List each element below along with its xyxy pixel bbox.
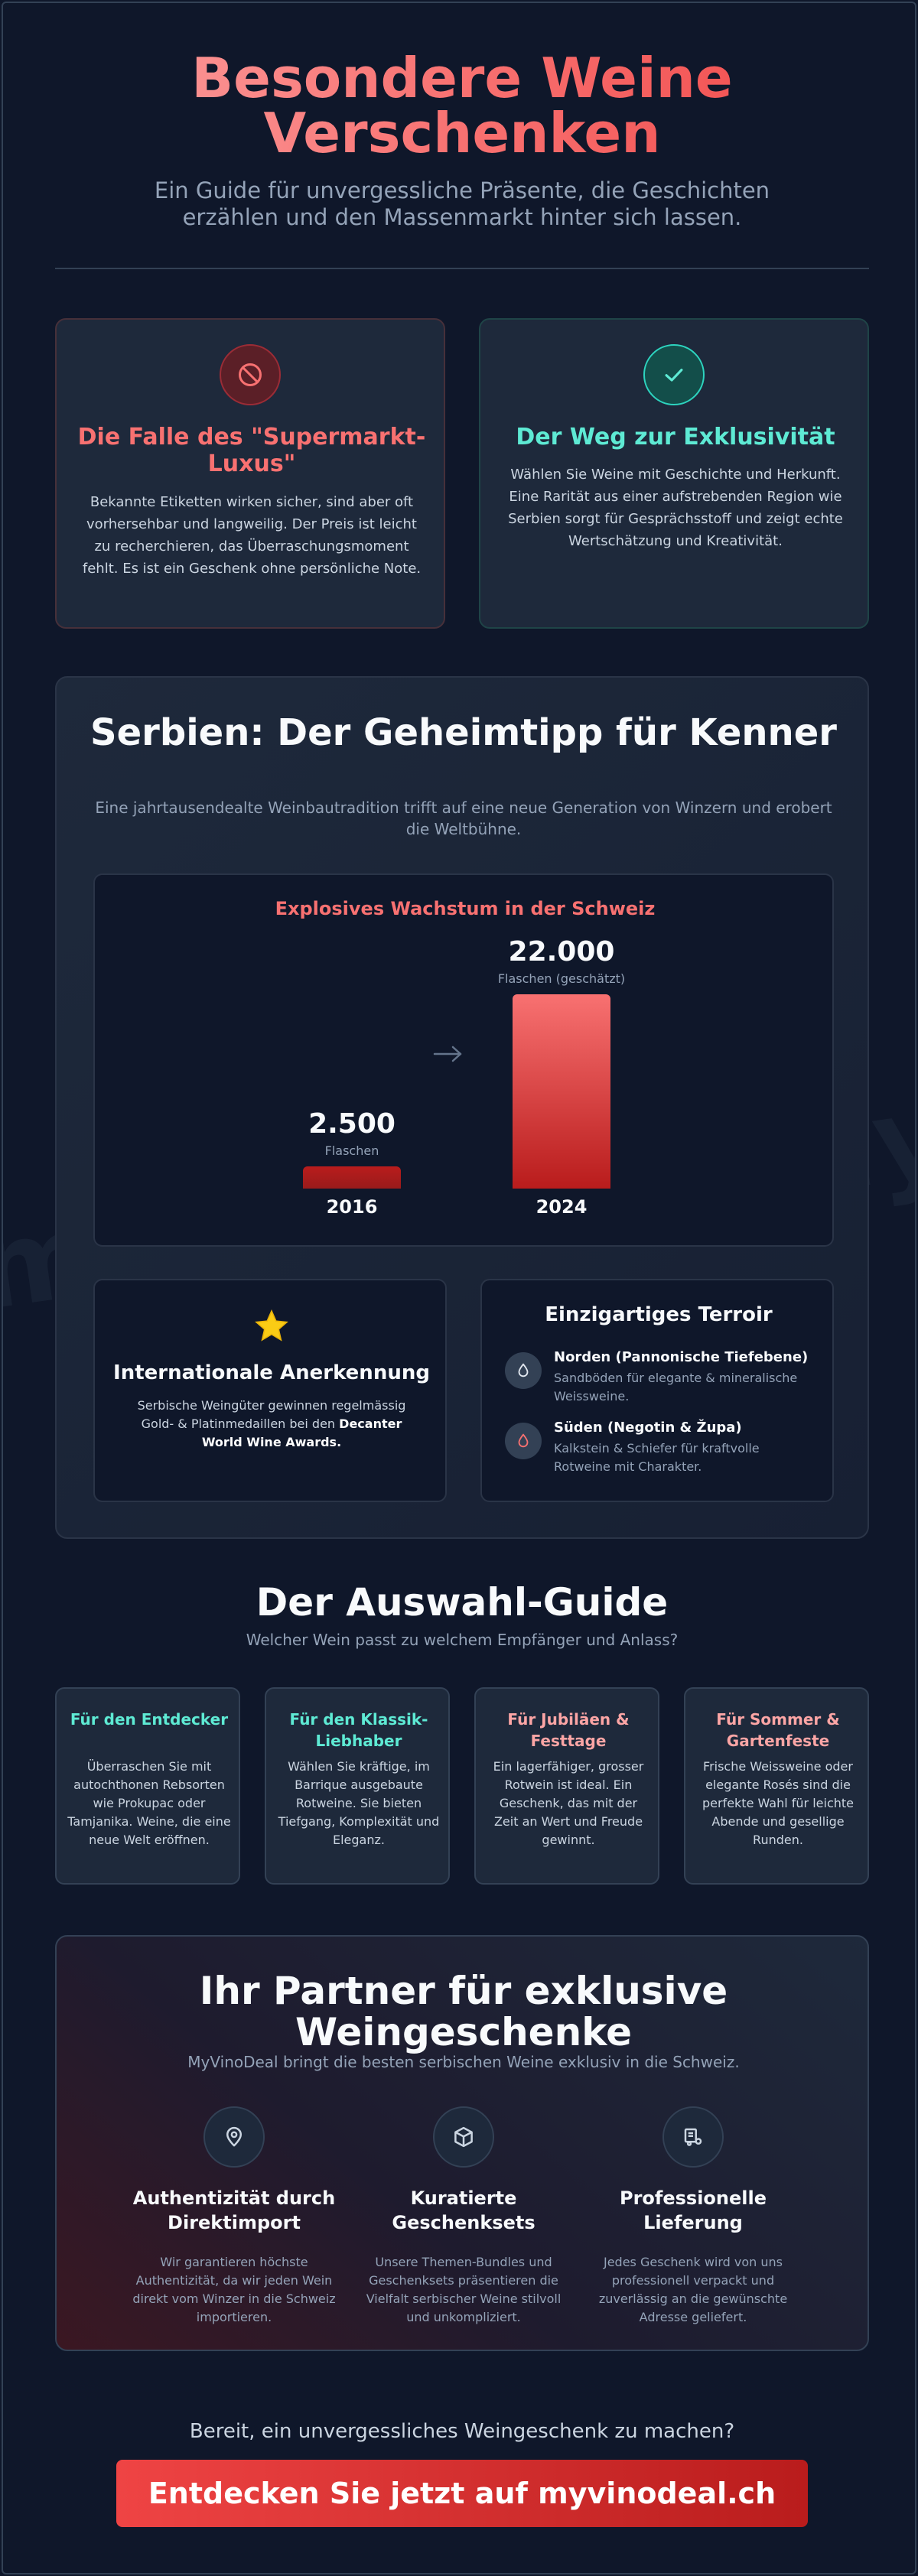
award-title: Internationale Anerkennung xyxy=(113,1361,430,1384)
chart-category-label: 2016 xyxy=(326,1196,378,1218)
guide-card-text: Wählen Sie kräftige, im Barrique ausgeba… xyxy=(278,1759,440,1847)
guide-card-explorer: Für den Entdecker Überraschen Sie mit au… xyxy=(55,1687,240,1885)
guide-subtitle: Welcher Wein passt zu welchem Empfänger … xyxy=(246,1631,679,1649)
chart-value-caption: Flaschen (geschätzt) xyxy=(497,971,626,986)
guide-title: Der Auswahl-Guide xyxy=(256,1580,669,1625)
trap-text: Bekannte Etiketten wirken sicher, sind a… xyxy=(82,494,422,577)
drop-icon xyxy=(505,1423,542,1459)
partner-subtitle: MyVinoDeal bringt die besten serbischen … xyxy=(187,2053,740,2071)
partner-section: Ihr Partner für exklusive Weingeschenke … xyxy=(55,1935,869,2351)
feature-title: Authentizität durch Direktimport xyxy=(132,2187,336,2233)
page-title: Besondere Weine Verschenken xyxy=(3,50,915,161)
guide-card-text: Frische Weissweine oder elegante Rosés s… xyxy=(702,1759,855,1847)
arrow-right-icon xyxy=(431,1045,465,1066)
chart-value-label: 2.500 xyxy=(308,1108,396,1140)
ban-icon xyxy=(220,344,281,405)
guide-card-jubilee: Für Jubiläen & Festtage Ein lagerfähiger… xyxy=(474,1687,659,1885)
guide-card-title: Für den Klassik-Liebhaber xyxy=(289,1710,428,1750)
chart-value-caption: Flaschen xyxy=(324,1143,379,1158)
guide-card-text: Ein lagerfähiger, grosser Rotwein ist id… xyxy=(493,1759,644,1847)
cta-question: Bereit, ein unvergessliches Weingeschenk… xyxy=(189,2420,735,2443)
check-icon xyxy=(643,344,705,405)
box-icon xyxy=(433,2106,494,2168)
exclusivity-card: Der Weg zur Exklusivität Wählen Sie Wein… xyxy=(479,318,869,629)
serbia-title: Serbien: Der Geheimtipp für Kenner xyxy=(90,711,837,754)
guide-card-classic: Für den Klassik-Liebhaber Wählen Sie krä… xyxy=(265,1687,450,1885)
partner-title: Ihr Partner für exklusive Weingeschenke xyxy=(199,1969,728,2054)
chart-title: Explosives Wachstum in der Schweiz xyxy=(275,898,656,919)
supermarket-trap-card: Die Falle des "Supermarkt-Luxus" Bekannt… xyxy=(55,318,445,629)
exclusivity-title: Der Weg zur Exklusivität xyxy=(516,424,835,450)
drop-icon xyxy=(505,1352,542,1389)
star-icon xyxy=(253,1308,290,1348)
terroir-title: Einzigartiges Terroir xyxy=(545,1303,773,1326)
growth-chart: Explosives Wachstum in der Schweiz 2.500… xyxy=(93,873,834,1247)
serbia-subtitle: Eine jahrtausendealte Weinbautradition t… xyxy=(95,798,832,838)
chart-category-label: 2024 xyxy=(536,1196,588,1218)
terroir-north-head: Norden (Pannonische Tiefebene) xyxy=(554,1349,809,1365)
terroir-south-desc: Kalkstein & Schiefer für kraftvolle Rotw… xyxy=(554,1441,760,1474)
guide-card-title: Für den Entdecker xyxy=(70,1710,229,1729)
page-title-line2: Verschenken xyxy=(263,101,661,165)
terroir-south-head: Süden (Negotin & Župa) xyxy=(554,1420,742,1436)
guide-card-text: Überraschen Sie mit autochthonen Rebsort… xyxy=(67,1759,231,1847)
location-pin-icon xyxy=(203,2106,265,2168)
cta-button[interactable]: Entdecken Sie jetzt auf myvinodeal.ch xyxy=(116,2460,808,2527)
divider xyxy=(55,268,869,269)
guide-card-title: Für Sommer & Gartenfeste xyxy=(716,1710,840,1750)
terroir-card: Einzigartiges Terroir Norden (Pannonisch… xyxy=(480,1279,834,1502)
guide-card-title: Für Jubiläen & Festtage xyxy=(507,1710,630,1750)
chart-bar-2024 xyxy=(513,994,610,1189)
award-text: Serbische Weingüter gewinnen regelmässig… xyxy=(125,1397,418,1452)
guide-card-summer: Für Sommer & Gartenfeste Frische Weisswe… xyxy=(684,1687,869,1885)
feature-title: Kuratierte Geschenksets xyxy=(392,2187,536,2233)
award-text-pre: Serbische Weingüter gewinnen regelmässig… xyxy=(137,1398,406,1431)
page-subtitle: Ein Guide für unvergessliche Präsente, d… xyxy=(154,177,770,230)
chart-bar-2016 xyxy=(303,1166,401,1189)
feature-text: Unsere Themen-Bundles und Geschenksets p… xyxy=(366,2255,562,2324)
serbia-section: Serbien: Der Geheimtipp für Kenner Eine … xyxy=(55,676,869,1539)
feature-title: Professionelle Lieferung xyxy=(619,2187,767,2233)
trap-title: Die Falle des "Supermarkt-Luxus" xyxy=(77,424,426,477)
delivery-truck-icon xyxy=(662,2106,724,2168)
chart-value-label: 22.000 xyxy=(508,936,615,968)
terroir-north-desc: Sandböden für elegante & mineralische We… xyxy=(554,1371,798,1403)
award-card: Internationale Anerkennung Serbische Wei… xyxy=(93,1279,447,1502)
exclusivity-text: Wählen Sie Weine mit Geschichte und Herk… xyxy=(508,467,843,549)
award-text-bold: Decanter World Wine Awards. xyxy=(201,1416,402,1449)
feature-text: Jedes Geschenk wird von uns professionel… xyxy=(598,2255,788,2324)
feature-text: Wir garantieren höchste Authentizität, d… xyxy=(132,2255,336,2324)
